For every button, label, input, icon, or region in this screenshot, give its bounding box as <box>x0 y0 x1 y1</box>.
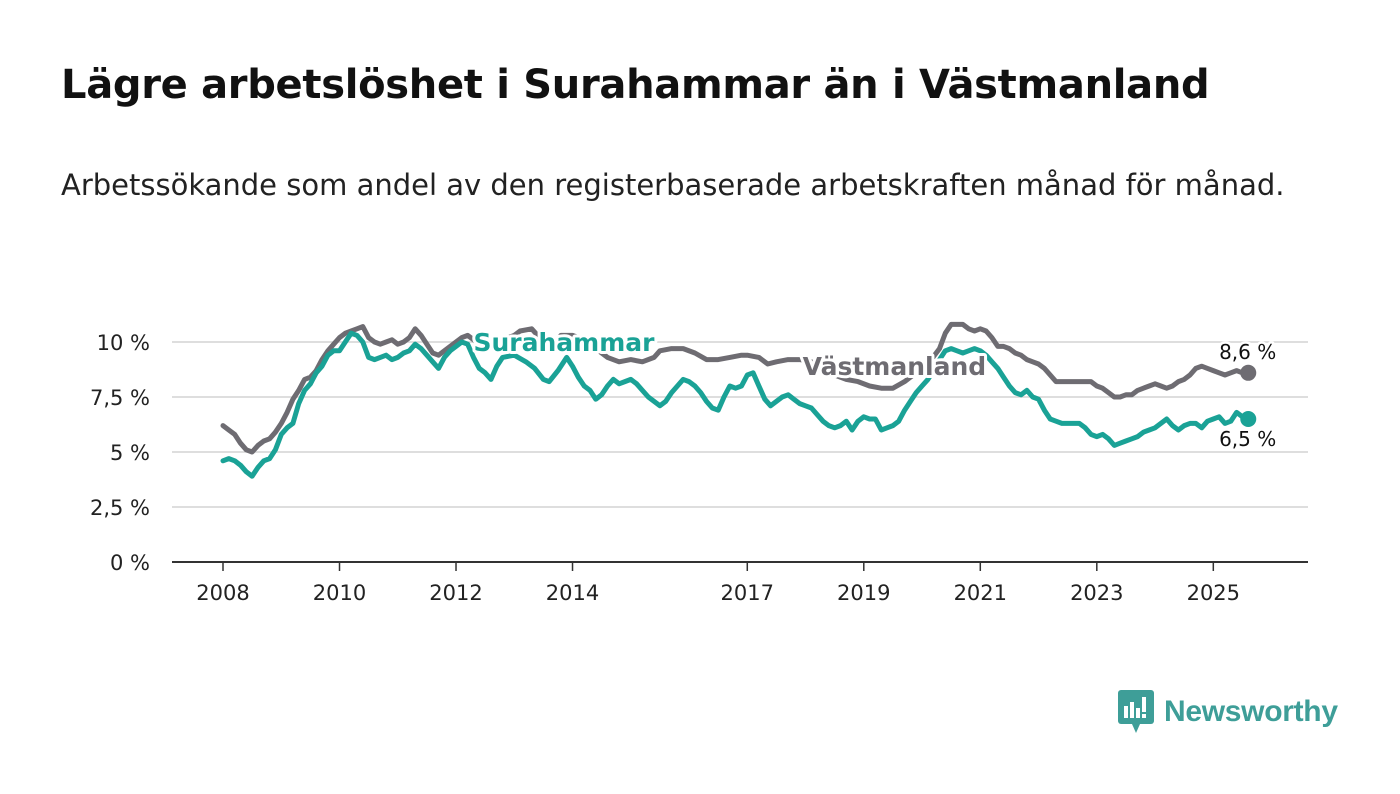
axis-layer: 0 % 2,5 % 5 % 7,5 % 10 % 2008 2010 2012 2014 2017… <box>90 331 1308 605</box>
x-tick-label: 2023 <box>1070 581 1123 605</box>
x-tick-label: 2010 <box>313 581 366 605</box>
brand-logo: Newsworthy <box>1118 690 1338 734</box>
x-tick-label: 2025 <box>1187 581 1240 605</box>
y-tick-label: 0 % <box>110 551 150 575</box>
series-label-surahammar: Surahammar <box>473 328 655 357</box>
y-tick-label: 10 % <box>97 331 150 355</box>
series-layer <box>220 321 1257 479</box>
end-value-label-västmanland: 8,6 % <box>1219 340 1276 364</box>
grid-layer <box>172 341 1308 508</box>
series-line-surahammar <box>220 330 1251 479</box>
x-tick-label: 2019 <box>837 581 890 605</box>
x-tick-label: 2012 <box>429 581 482 605</box>
end-point-västmanland <box>1240 364 1257 381</box>
series-label-västmanland: Västmanland <box>803 352 987 381</box>
end-point-surahammar <box>1240 411 1257 427</box>
x-tick-label: 2008 <box>196 581 249 605</box>
y-tick-label: 7,5 % <box>90 386 150 410</box>
x-tick-label: 2021 <box>954 581 1007 605</box>
series-line-västmanland <box>220 321 1251 455</box>
end-value-label-surahammar: 6,5 % <box>1219 427 1276 451</box>
label-layer: Surahammar Västmanland 8,6 % 6,5 % <box>470 325 1278 454</box>
page-title: Lägre arbetslöshet i Surahammar än i Väs… <box>61 62 1210 108</box>
newsworthy-logo-icon <box>1118 690 1154 733</box>
y-tick-label: 2,5 % <box>90 496 150 520</box>
brand-name: Newsworthy <box>1164 695 1338 728</box>
page-subtitle: Arbetssökande som andel av den registerb… <box>61 168 1285 202</box>
y-tick-label: 5 % <box>110 441 150 465</box>
x-tick-label: 2017 <box>721 581 774 605</box>
x-tick-label: 2014 <box>546 581 599 605</box>
